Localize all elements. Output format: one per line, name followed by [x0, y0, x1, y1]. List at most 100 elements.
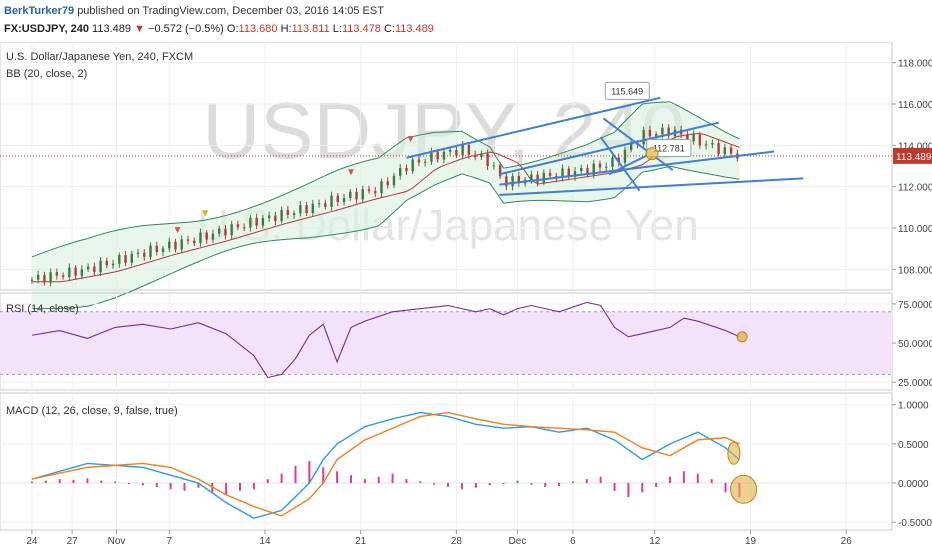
macd-histogram-bar [571, 481, 574, 484]
price-pane-title: U.S. Dollar/Japanese Yen, 240, FXCM [6, 51, 193, 63]
price-callout-label: 115.649 [611, 86, 643, 96]
candle-body [436, 151, 439, 160]
candle-body [311, 203, 315, 213]
candle-body [86, 266, 90, 270]
macd-histogram-bar [197, 483, 200, 488]
change-value: −0.572 (−0.5%) [148, 23, 224, 35]
candle-body [698, 134, 702, 146]
candle-body [155, 245, 158, 252]
bb-indicator-label: BB (20, close, 2) [6, 68, 87, 80]
candle-body [374, 191, 377, 194]
candle-body [299, 205, 302, 214]
candle-body [186, 239, 190, 241]
candle-body [280, 209, 283, 222]
macd-histogram-bar [155, 483, 158, 487]
macd-histogram-bar [516, 480, 519, 484]
macd-histogram-bar [169, 483, 172, 490]
price-tick-label: 110.000 [898, 224, 932, 235]
candle-body [205, 232, 208, 240]
bb-lower-line [31, 165, 740, 310]
macd-histogram-bar [363, 479, 366, 484]
time-tick-label: 27 [67, 536, 79, 547]
signal-marker [407, 136, 414, 143]
macd-histogram-bar [433, 483, 436, 485]
candle-body [143, 252, 146, 257]
macd-histogram-bar [58, 479, 61, 484]
candle-body [467, 144, 471, 155]
close-label: C: [383, 23, 395, 35]
support-trendline-b[interactable] [499, 177, 804, 196]
macd-histogram-bar [280, 473, 283, 484]
macd-pane[interactable]: -0.5000 0.0000 0.5000 1.0000 [0, 392, 932, 531]
price-pane[interactable]: 108.000 110.000 112.000 114.000 116.000 118.0… [0, 42, 932, 310]
candle-body [55, 272, 59, 276]
candle-body [93, 266, 96, 273]
macd-histogram-bar [30, 481, 33, 484]
candle-body [417, 159, 421, 163]
candle-body [336, 195, 339, 202]
candle-body [517, 176, 521, 184]
macd-histogram-bar [266, 479, 269, 484]
candle-body [380, 181, 383, 194]
last-price-tag-text: 113.489 [896, 152, 932, 163]
support-trendline-a[interactable] [499, 150, 775, 186]
candle-body [342, 198, 346, 202]
chart-header: BerkTurker79 published on TradingView.co… [0, 0, 932, 42]
price-tick-label: 108.000 [898, 265, 932, 276]
macd-highlight-marker [727, 441, 741, 465]
candle-body [580, 168, 583, 172]
macd-tick-label: 1.0000 [898, 401, 929, 412]
time-axis[interactable]: 24 27 Nov 7 14 21 28 Dec 6 12 19 26 [0, 529, 892, 547]
publish-line: BerkTurker79 published on TradingView.co… [4, 5, 384, 17]
candle-body [80, 269, 84, 276]
open-label: O: [226, 23, 239, 35]
close-value: 113.489 [394, 23, 434, 35]
macd-tick-label: -0.5000 [898, 518, 932, 529]
macd-histogram-bar [641, 483, 644, 493]
bb-upper-line [31, 101, 740, 258]
macd-histogram-bar [502, 483, 505, 485]
macd-histogram-bar [447, 483, 450, 487]
macd-histogram-bar [724, 483, 727, 493]
time-tick-label: 7 [166, 536, 172, 547]
candle-body [68, 267, 71, 277]
channel-upper-trendline[interactable] [406, 96, 661, 159]
candle-body [149, 245, 152, 257]
symbol-label[interactable]: FX:USDJPY, 240 [4, 23, 89, 35]
candle-body [648, 129, 652, 137]
candle-body [567, 168, 570, 177]
candle-body [118, 255, 121, 264]
candle-body [99, 260, 102, 273]
change-arrow-icon: ▼ [134, 23, 145, 35]
macd-histogram-bar [225, 483, 228, 495]
macd-histogram-bar [349, 475, 352, 484]
candle-body [573, 171, 577, 177]
price-callout-box[interactable] [604, 81, 650, 100]
macd-histogram-bar [682, 471, 685, 484]
candle-body [430, 151, 433, 162]
projection-arrow-down[interactable] [608, 152, 652, 176]
candle-body [605, 166, 608, 168]
macd-histogram-bar [252, 483, 255, 490]
candle-body [473, 154, 477, 157]
candle-body [723, 147, 727, 155]
high-value: 113.811 [291, 23, 330, 35]
candle-body [355, 191, 358, 200]
candle-body [704, 144, 708, 146]
candle-body [480, 153, 483, 157]
candle-body [461, 144, 464, 156]
candle-body [249, 217, 252, 228]
candle-body [423, 161, 427, 163]
candle-body [717, 142, 720, 155]
price-tick-label: 114.000 [898, 141, 932, 152]
rsi-pane[interactable]: 25.0000 50.0000 75.0000 [0, 292, 932, 391]
candle-body [267, 215, 271, 219]
chart-area[interactable]: USDJPY, 240 U.S. Dollar/Japanese Yen 108… [0, 42, 932, 550]
projection-arrow-steep[interactable] [599, 136, 641, 192]
author-link[interactable]: BerkTurker79 [4, 5, 75, 17]
time-tick-label: 21 [355, 536, 367, 547]
candle-body [492, 165, 496, 167]
rsi-highlight-marker [736, 331, 748, 343]
projection-arrow-up[interactable] [602, 117, 652, 155]
time-tick-label: 12 [649, 536, 661, 547]
